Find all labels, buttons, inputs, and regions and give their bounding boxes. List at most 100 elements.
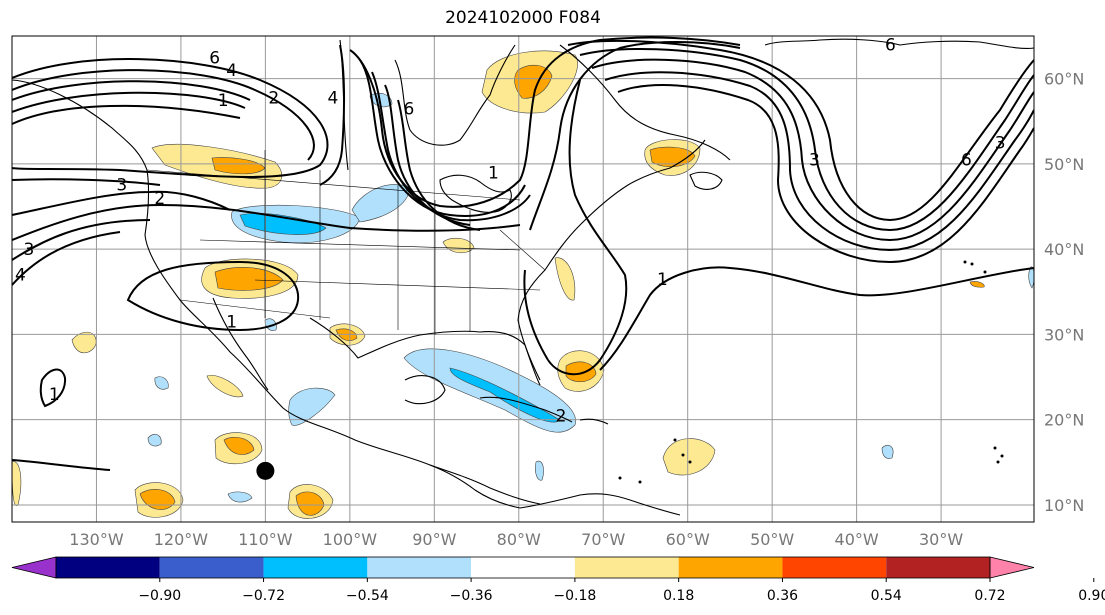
contour-label: 1: [488, 163, 499, 183]
colorbar-tick-label: 0.36: [767, 588, 798, 604]
longitude-label: 110°W: [238, 530, 293, 549]
colorbar-segment: [574, 557, 679, 578]
contour-line: [12, 69, 315, 161]
positive-anomaly: [565, 361, 597, 383]
contour-label: 3: [116, 175, 127, 195]
contour-label: 2: [268, 88, 279, 108]
contour-line: [617, 84, 1034, 264]
cuba: [479, 396, 573, 423]
colorbar-segment: [367, 557, 472, 578]
contour-label: 3: [809, 151, 820, 171]
contour-line: [12, 178, 161, 186]
contour-line: [39, 368, 67, 408]
negative-anomaly: [1028, 266, 1034, 289]
colorbar: −0.90 −0.72 −0.54 −0.36 −0.18 0.18 0.36 0.54 0.7…: [11, 556, 1105, 604]
colorbar-segment: [471, 557, 575, 578]
negative-anomaly: [535, 460, 544, 481]
contour-label: 6: [961, 151, 972, 171]
longitude-label: 70°W: [581, 530, 625, 549]
contour-line: [349, 36, 741, 208]
caribbean-islands: [618, 260, 1004, 484]
longitude-label: 130°W: [69, 530, 124, 549]
positive-anomaly: [649, 146, 696, 168]
contour-line: [371, 71, 531, 222]
colorbar-tick-label: −0.72: [242, 588, 285, 604]
longitude-label: 30°W: [919, 530, 963, 549]
storm-center-marker: [256, 461, 275, 480]
contour-label: 1: [226, 313, 237, 333]
contour-label: 1: [49, 385, 60, 405]
negative-anomaly: [449, 367, 561, 423]
contour-label: 4: [226, 61, 237, 81]
colorbar-tick-label: −0.36: [450, 588, 493, 604]
positive-anomaly: [12, 461, 22, 506]
contour-label: 1: [657, 270, 668, 290]
colorbar-low-extension: [11, 556, 57, 579]
latitude-label: 30°N: [1044, 325, 1084, 344]
longitude-label: 120°W: [154, 530, 209, 549]
contour-label: 6: [404, 99, 415, 119]
contour-label: 1: [218, 91, 229, 111]
newfoundland: [689, 171, 723, 190]
graticule: [12, 36, 1034, 522]
contour-label: 6: [885, 36, 896, 56]
south-america-north: [519, 493, 681, 516]
contour-line: [319, 44, 346, 186]
longitude-label: 40°W: [835, 530, 879, 549]
longitude-label: 50°W: [750, 530, 794, 549]
east-coast: [517, 139, 706, 381]
colorbar-tick-label: 0.90: [1078, 588, 1105, 604]
negative-anomaly: [351, 184, 411, 223]
latitude-label: 20°N: [1044, 411, 1084, 430]
latitude-label: 50°N: [1044, 155, 1084, 174]
negative-anomaly: [881, 445, 894, 459]
contour-line: [12, 219, 151, 261]
colorbar-tick-label: −0.18: [553, 588, 596, 604]
contour-lines: [12, 36, 1034, 471]
yucatan: [404, 375, 446, 405]
contour-line: [12, 91, 246, 113]
longitude-label: 80°W: [497, 530, 541, 549]
colorbar-segment: [782, 557, 887, 578]
contour-label: 2: [154, 189, 165, 209]
contour-label: 6: [209, 48, 220, 68]
positive-anomaly: [554, 257, 576, 301]
hudson-bay: [394, 44, 516, 146]
contour-line: [579, 48, 1034, 232]
positive-anomaly: [139, 489, 176, 510]
coastlines: [12, 38, 1034, 516]
contour-label: 4: [15, 266, 26, 286]
contour-line: [126, 260, 300, 332]
colorbar-tick-label: −0.90: [138, 588, 181, 604]
contour-line: [567, 39, 1034, 222]
contour-label: 4: [328, 88, 339, 108]
colorbar-segment: [678, 557, 783, 578]
colorbar-tick-label: 0.54: [871, 588, 902, 604]
colorbar-segment: [159, 557, 264, 578]
contour-label: 3: [23, 240, 34, 260]
negative-anomaly: [288, 387, 336, 426]
positive-anomaly: [662, 438, 716, 476]
north-america-west-coast: [12, 79, 541, 505]
greenland-coast: [764, 38, 1034, 49]
contour-line: [12, 58, 329, 178]
colorbar-outline: [55, 556, 991, 579]
colorbar-tick-label: 0.72: [974, 588, 1005, 604]
contour-line: [12, 459, 111, 471]
positive-anomaly: [442, 237, 475, 254]
longitude-labels: 130°W 120°W 110°W 100°W 90°W 80°W 70°W 60°W 50°W…: [69, 530, 963, 549]
colorbar-segment: [263, 557, 368, 578]
contour-line: [12, 80, 251, 101]
positive-anomaly: [71, 331, 97, 354]
colorbar-segment: [56, 557, 160, 578]
contour-line: [523, 269, 549, 361]
central-america: [429, 464, 521, 509]
contour-label: 3: [995, 134, 1006, 154]
colorbar-segment: [886, 557, 990, 578]
contour-label: 2: [556, 406, 567, 426]
latitude-label: 40°N: [1044, 240, 1084, 259]
contour-line: [604, 71, 1034, 252]
